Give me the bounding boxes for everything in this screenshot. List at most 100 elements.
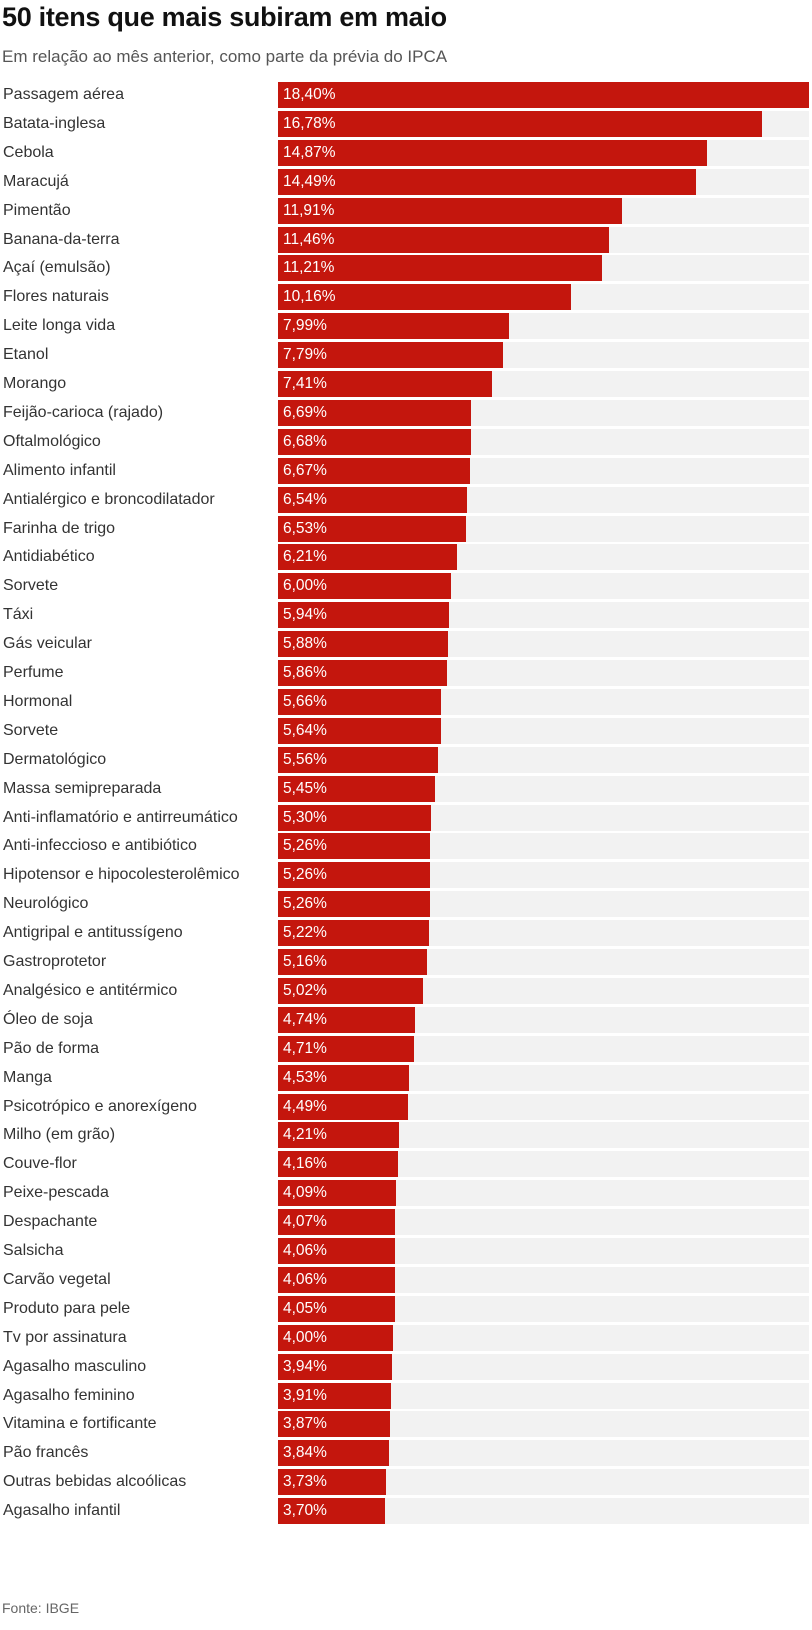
category-label: Agasalho infantil	[3, 1502, 121, 1520]
bar-row: Perfume 5,86%	[0, 658, 812, 688]
bar-row: Carvão vegetal 4,06%	[0, 1265, 812, 1295]
category-label: Antigripal e antitussígeno	[3, 924, 183, 942]
bar: 5,26%	[278, 862, 430, 889]
bar-track: 14,49%	[278, 168, 809, 195]
bar-row: Despachante 4,07%	[0, 1207, 812, 1237]
bar-track: 4,16%	[278, 1151, 809, 1178]
bar-track: 5,94%	[278, 602, 809, 629]
category-label: Antialérgico e broncodilatador	[3, 490, 215, 508]
bar: 11,91%	[278, 197, 622, 224]
category-label: Manga	[3, 1068, 52, 1086]
category-label: Oftalmológico	[3, 432, 101, 450]
bar: 5,94%	[278, 602, 450, 629]
category-label: Anti-inflamatório e antirreumático	[3, 808, 238, 826]
bar-row: Sorvete 6,00%	[0, 571, 812, 601]
value-label: 7,79%	[283, 346, 327, 364]
category-label: Feijão-carioca (rajado)	[3, 403, 164, 421]
bar: 4,09%	[278, 1180, 397, 1207]
bar-track: 11,91%	[278, 197, 809, 224]
category-label: Salsicha	[3, 1242, 64, 1259]
category-label: Neurológico	[3, 895, 89, 913]
category-label: Gás veicular	[3, 635, 92, 653]
bar-row: Óleo de soja 4,74%	[0, 1005, 812, 1035]
bar: 6,54%	[278, 486, 467, 513]
category-label: Gastroprotetor	[3, 953, 107, 970]
value-label: 3,91%	[283, 1386, 327, 1404]
value-label: 5,26%	[283, 895, 327, 913]
value-label: 5,16%	[283, 953, 327, 970]
category-label: Perfume	[3, 664, 64, 681]
value-label: 3,84%	[283, 1444, 327, 1462]
category-label: Despachante	[3, 1213, 98, 1231]
category-label: Farinha de trigo	[3, 519, 116, 537]
bar-track: 6,67%	[278, 457, 809, 484]
bar: 6,53%	[278, 515, 467, 542]
category-label: Maracujá	[3, 172, 69, 190]
bar: 6,00%	[278, 573, 452, 600]
bar-row: Cebola 14,87%	[0, 138, 812, 168]
bar-track: 4,00%	[278, 1324, 809, 1351]
bar: 4,06%	[278, 1266, 396, 1293]
bar: 14,49%	[278, 168, 697, 195]
bar-track: 4,07%	[278, 1209, 809, 1236]
bar: 3,73%	[278, 1469, 386, 1496]
bar: 5,56%	[278, 746, 439, 773]
category-label: Cebola	[3, 143, 54, 161]
bar: 4,00%	[278, 1324, 394, 1351]
value-label: 4,53%	[283, 1068, 327, 1086]
source-note: Fonte: IBGE	[2, 1600, 80, 1616]
value-label: 6,21%	[283, 548, 327, 566]
bar-row: Produto para pele 4,05%	[0, 1294, 812, 1324]
value-label: 4,07%	[283, 1213, 327, 1231]
value-label: 4,71%	[283, 1039, 327, 1057]
bar-row: Pão de forma 4,71%	[0, 1034, 812, 1064]
value-label: 5,66%	[283, 692, 327, 710]
bar-track: 5,66%	[278, 688, 809, 715]
bar-track: 6,00%	[278, 573, 809, 600]
bar-track: 7,99%	[278, 313, 809, 340]
category-label: Sorvete	[3, 721, 59, 739]
category-label: Etanol	[3, 346, 49, 364]
bar: 3,84%	[278, 1440, 389, 1467]
bar-track: 5,64%	[278, 717, 809, 744]
bar: 4,21%	[278, 1122, 400, 1149]
value-label: 11,21%	[283, 259, 335, 277]
bar-row: Passagem aérea 18,40%	[0, 80, 812, 110]
category-label: Antidiabético	[3, 548, 95, 566]
bar: 14,87%	[278, 139, 708, 166]
category-label: Hipotensor e hipocolesterolêmico	[3, 866, 240, 884]
bar-row: Açaí (emulsão) 11,21%	[0, 253, 812, 283]
bar-track: 6,68%	[278, 428, 809, 455]
bar: 4,16%	[278, 1151, 399, 1178]
value-label: 4,49%	[283, 1097, 327, 1115]
bar-row: Psicotrópico e anorexígeno 4,49%	[0, 1092, 812, 1122]
bar-track: 14,87%	[278, 139, 809, 166]
category-label: Milho (em grão)	[3, 1126, 116, 1144]
bar-track: 5,56%	[278, 746, 809, 773]
bar-track: 3,73%	[278, 1469, 809, 1496]
value-label: 3,73%	[283, 1473, 327, 1491]
value-label: 5,22%	[283, 924, 327, 942]
category-label: Banana-da-terra	[3, 230, 120, 248]
bar: 5,88%	[278, 631, 448, 658]
bar-row: Flores naturais 10,16%	[0, 282, 812, 312]
bar-track: 5,26%	[278, 862, 809, 889]
bar-track: 4,05%	[278, 1295, 809, 1322]
chart-subtitle: Em relação ao mês anterior, como parte d…	[2, 47, 448, 66]
bar-row: Hormonal 5,66%	[0, 687, 812, 717]
value-label: 6,53%	[283, 519, 327, 537]
bar-track: 6,53%	[278, 515, 809, 542]
bar-row: Analgésico e antitérmico 5,02%	[0, 976, 812, 1006]
value-label: 4,06%	[283, 1242, 327, 1259]
bar-row: Dermatológico 5,56%	[0, 745, 812, 775]
bar-row: Agasalho infantil 3,70%	[0, 1496, 812, 1526]
bar: 4,07%	[278, 1209, 396, 1236]
value-label: 4,74%	[283, 1010, 327, 1028]
value-label: 18,40%	[283, 86, 336, 103]
category-label: Tv por assinatura	[3, 1328, 127, 1346]
bar-row: Milho (em grão) 4,21%	[0, 1120, 812, 1150]
category-label: Agasalho feminino	[3, 1386, 135, 1404]
category-label: Pão de forma	[3, 1039, 100, 1057]
bar: 3,87%	[278, 1411, 390, 1438]
category-label: Vitamina e fortificante	[3, 1415, 157, 1433]
